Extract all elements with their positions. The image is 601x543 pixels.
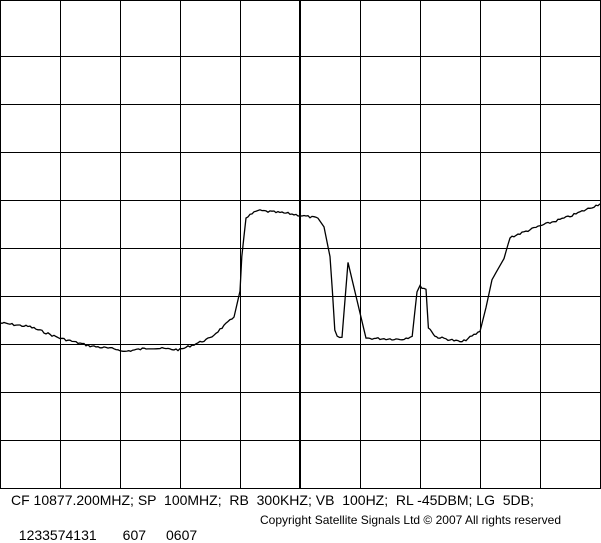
spectrum-analyzer-display — [0, 0, 601, 489]
id-code-a: 607 — [122, 527, 147, 543]
spectrum-trace-layer — [0, 203, 601, 353]
copyright-notice: Copyright Satellite Signals Ltd © 2007 A… — [260, 513, 562, 527]
id-code-b: 0607 — [166, 527, 198, 543]
measurement-id-line: 1233574131 607 0607 — [11, 511, 197, 543]
spectrum-trace — [0, 203, 601, 353]
analyzer-settings-readout: CF 10877.200MHZ; SP 100MHZ; RB 300KHZ; V… — [11, 492, 534, 508]
serial-number: 1233574131 — [18, 527, 97, 543]
